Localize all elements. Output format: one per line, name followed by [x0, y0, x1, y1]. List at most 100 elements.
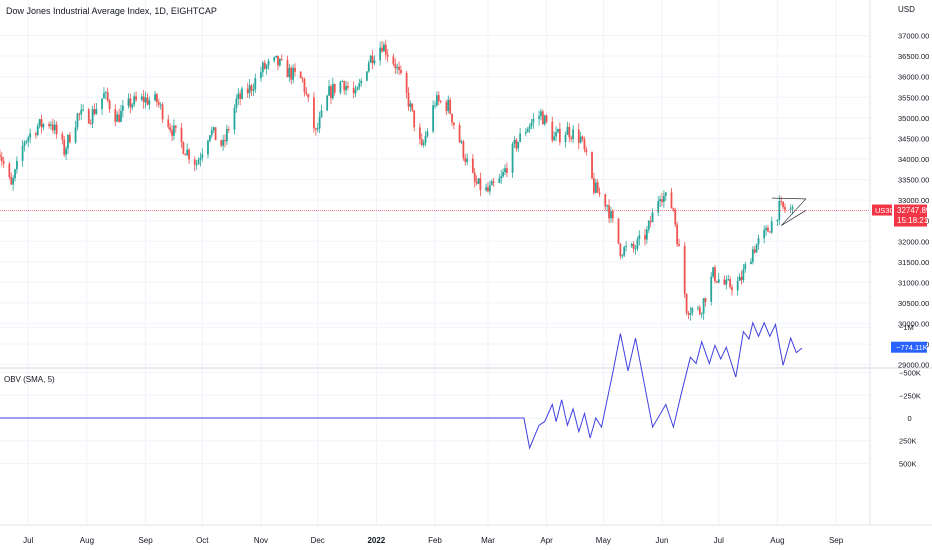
candle-body	[227, 129, 230, 130]
candle-body	[462, 141, 465, 158]
price-tick-label: 29000.00	[898, 361, 929, 370]
candle-body	[791, 206, 794, 209]
candle-body	[265, 65, 268, 69]
candle-body	[106, 92, 109, 101]
candle-body	[579, 136, 582, 143]
candle-body	[729, 279, 732, 288]
chart-title[interactable]: Dow Jones Industrial Average Index, 1D, …	[6, 6, 217, 16]
symbol-badge	[872, 204, 892, 216]
candle-body	[784, 207, 786, 210]
candle-body	[670, 192, 673, 209]
candle-body	[740, 276, 743, 281]
price-tick-label: 31000.00	[898, 278, 929, 287]
candle-body	[220, 140, 223, 146]
time-tick-label: Jul	[714, 536, 724, 545]
candle-body	[789, 208, 792, 210]
candle-body	[490, 181, 493, 186]
candle-body	[424, 136, 427, 143]
candle-body	[173, 125, 175, 136]
candle-body	[108, 100, 111, 110]
candle-body	[475, 181, 478, 184]
candle-body	[700, 313, 703, 315]
candle-body	[171, 130, 173, 136]
candle-body	[121, 105, 124, 111]
candle-body	[445, 102, 448, 111]
candle-body	[101, 98, 103, 109]
candle-body	[647, 221, 650, 230]
candle-body	[373, 60, 376, 64]
candle-body	[40, 119, 43, 128]
symbol-badge-label: US30	[875, 206, 894, 215]
candle-body	[564, 134, 567, 143]
candle-body	[697, 307, 699, 309]
candle-body	[379, 47, 382, 61]
candle-body	[572, 129, 574, 140]
candle-body	[723, 279, 726, 285]
candle-body	[212, 127, 215, 131]
candle-body	[222, 140, 225, 146]
candle-body	[93, 109, 96, 115]
candle-body	[29, 133, 32, 138]
candle-body	[8, 163, 11, 177]
candle-body	[663, 195, 665, 202]
candle-body	[63, 139, 66, 155]
candle-body	[292, 67, 295, 80]
candle-body	[591, 152, 593, 179]
candle-body	[129, 98, 132, 108]
candle-body	[691, 307, 694, 314]
candle-body	[369, 55, 372, 63]
candle-body	[500, 176, 503, 179]
obv-series	[0, 321, 803, 450]
candle-body	[371, 55, 374, 64]
candle-body	[413, 110, 416, 128]
candle-body	[585, 149, 588, 153]
candle-body	[127, 98, 130, 106]
time-axis[interactable]: Jul Aug Sep Oct Nov Dec 2022 Feb Mar Apr May Jun Jul…	[23, 536, 844, 545]
candle-body	[330, 86, 332, 99]
candle-body	[755, 244, 758, 253]
triangle-pattern-drawing[interactable]	[771, 197, 807, 226]
candle-body	[120, 110, 122, 122]
candle-body	[530, 122, 533, 127]
time-tick-label: Aug	[770, 536, 784, 545]
candle-body	[621, 255, 624, 257]
candle-body	[557, 129, 559, 133]
candle-body	[558, 129, 561, 143]
candle-body	[594, 182, 597, 193]
candle-body	[95, 108, 98, 115]
candle-body	[577, 129, 580, 143]
candle-body	[768, 231, 771, 233]
candle-body	[341, 81, 344, 82]
candle-body	[751, 249, 754, 262]
price-tick-label: 34000.00	[898, 155, 929, 164]
candle-body	[581, 136, 584, 140]
time-tick-label: Feb	[428, 536, 442, 545]
candle-body	[159, 104, 162, 106]
candle-body	[82, 109, 85, 111]
candle-body	[678, 244, 680, 246]
obv-axis[interactable]: 500K 250K 0 −250K −500K −1M	[899, 323, 921, 468]
candle-body	[634, 248, 637, 250]
candle-body	[770, 221, 773, 233]
obv-panel-label[interactable]: OBV (SMA, 5)	[4, 375, 55, 384]
candle-body	[201, 154, 204, 158]
candle-body	[67, 134, 69, 149]
candle-body	[10, 176, 13, 185]
candle-body	[528, 126, 531, 129]
candle-body	[731, 287, 733, 291]
candle-body	[0, 154, 1, 158]
candle-body	[568, 126, 571, 138]
time-tick-label: Sep	[829, 536, 844, 545]
candle-body	[14, 169, 16, 179]
candle-body	[513, 139, 516, 144]
candle-body	[188, 149, 190, 160]
candle-body	[623, 247, 626, 256]
candle-body	[74, 127, 77, 143]
candle-body	[645, 229, 648, 240]
candle-body	[193, 159, 196, 165]
candle-body	[210, 130, 213, 136]
candle-body	[545, 115, 548, 122]
candle-body	[365, 71, 368, 81]
candle-body	[360, 80, 363, 84]
